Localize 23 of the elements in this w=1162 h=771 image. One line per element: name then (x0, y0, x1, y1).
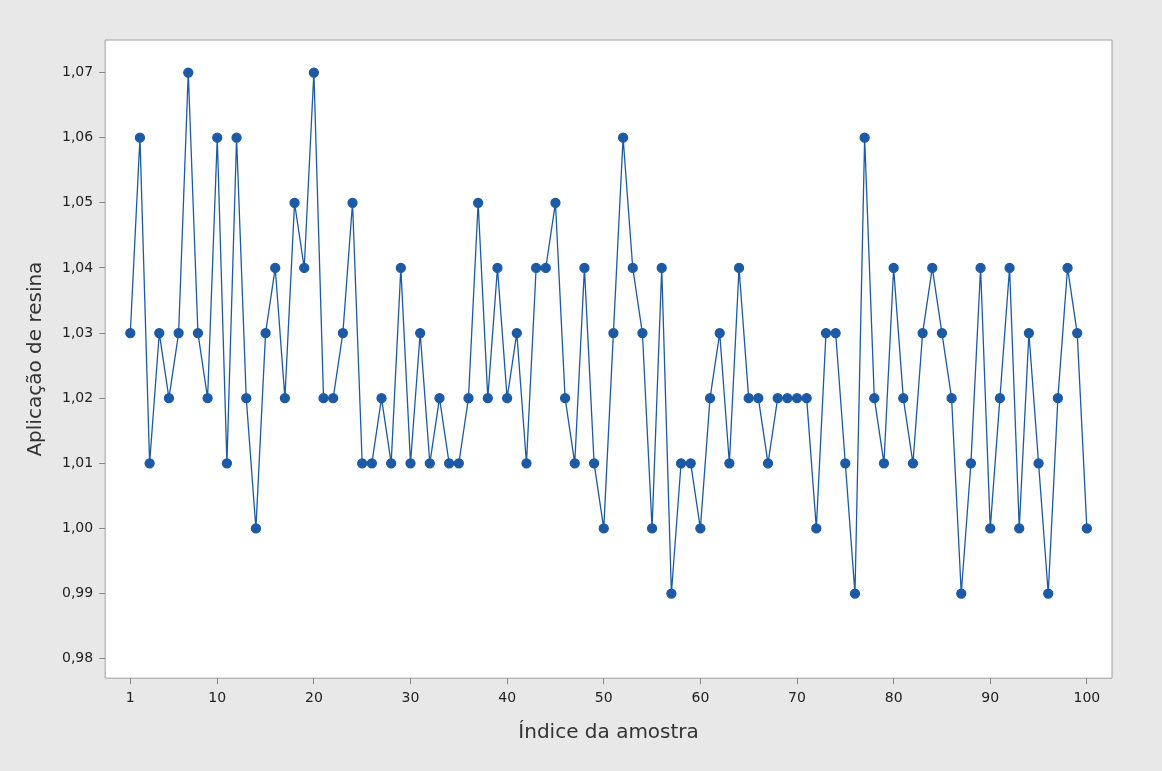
y-tick-label: 1,01 (62, 453, 94, 470)
x-tick-label: 10 (208, 689, 227, 706)
y-tick-label: 1,05 (62, 193, 94, 210)
x-tick-label: 40 (498, 689, 517, 706)
y-tick-label: 1,07 (62, 63, 94, 80)
y-axis-title: Aplicação de resina (22, 261, 47, 457)
y-tick-label: 1,02 (62, 388, 94, 405)
y-tick-label: 0,99 (62, 584, 94, 601)
x-axis-title: Índice da amostra (518, 719, 699, 744)
y-tick-label: 1,04 (62, 258, 94, 275)
x-tick-label: 70 (788, 689, 806, 706)
y-tick-label: 0,98 (62, 649, 94, 666)
y-tick-label: 1,03 (62, 323, 94, 340)
y-tick-label: 1,00 (62, 519, 94, 536)
x-tick-label: 90 (981, 689, 1000, 706)
x-tick-label: 50 (594, 689, 613, 706)
x-tick-label: 30 (401, 689, 420, 706)
x-tick-label: 60 (691, 689, 710, 706)
y-tick-label: 1,06 (62, 128, 94, 145)
x-tick-label: 80 (884, 689, 903, 706)
x-tick-label: 100 (1073, 689, 1101, 706)
x-tick-label: 1 (125, 689, 135, 706)
x-tick-label: 20 (304, 689, 323, 706)
